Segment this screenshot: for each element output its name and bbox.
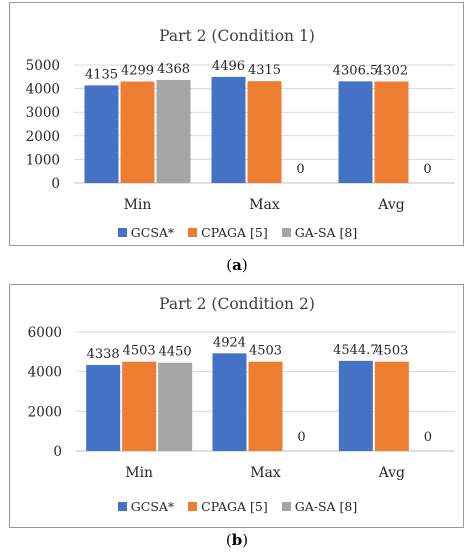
y-tick-label: 0 [51, 176, 60, 192]
legend-swatch [281, 502, 291, 511]
legend-swatch [188, 502, 198, 511]
legend-item: GA-SA [8] [281, 499, 358, 514]
legend-swatch [117, 502, 127, 511]
chart-title: Part 2 (Condition 1) [159, 27, 315, 45]
bar [338, 81, 373, 183]
data-label: 0 [296, 162, 304, 177]
y-tick-label: 0 [53, 444, 62, 460]
caption-letter: b [231, 531, 243, 549]
legend-label: GA-SA [8] [294, 499, 358, 514]
caption-letter: a [232, 256, 242, 274]
y-tick-label: 2000 [28, 404, 62, 420]
y-tick-label: 1000 [26, 152, 60, 168]
data-label: 4306.5 [333, 63, 379, 78]
bar [86, 364, 121, 451]
chart-panel-a: Part 2 (Condition 1) 0 1000 2000 3000 4000 500… [9, 2, 464, 246]
bar [122, 361, 157, 451]
bar [248, 361, 283, 451]
x-tick-label: Min [125, 465, 153, 481]
legend-label: CPAGA [5] [201, 499, 268, 514]
bar-chart-condition-1: Part 2 (Condition 1) 0 1000 2000 3000 4000 500… [26, 27, 455, 213]
legend-item: GA-SA [8] [281, 225, 358, 240]
bar [247, 81, 282, 183]
y-tick-label: 4000 [28, 365, 62, 381]
legend-item: GCSA* [117, 225, 175, 240]
legend-swatch [281, 228, 291, 237]
bar [84, 85, 119, 183]
data-label: 0 [424, 430, 432, 445]
y-tick-label: 4000 [26, 82, 60, 98]
data-label: 4302 [375, 63, 408, 78]
data-label: 4496 [212, 59, 245, 74]
legend-item: GCSA* [117, 499, 175, 514]
y-tick-label: 6000 [28, 325, 62, 341]
data-label: 4503 [375, 344, 408, 359]
chart-panel-b: Part 2 (Condition 2) 0 2000 4000 6000 Min 4338… [9, 284, 464, 528]
data-label: 4544.7 [333, 343, 379, 358]
data-label: 4368 [157, 62, 190, 77]
bar-chart-condition-2: Part 2 (Condition 2) 0 2000 4000 6000 Min 4338… [28, 295, 455, 481]
x-tick-label: Min [124, 197, 152, 213]
legend-label: GA-SA [8] [294, 225, 358, 240]
data-label: 4503 [249, 344, 282, 359]
bar [374, 361, 409, 451]
bar [158, 362, 193, 451]
bar [212, 353, 247, 451]
bar [156, 79, 191, 183]
data-label: 4450 [159, 345, 192, 360]
data-label: 4503 [123, 344, 156, 359]
data-label: 4924 [213, 335, 246, 350]
legend-label: GCSA* [130, 225, 175, 240]
chart-title: Part 2 (Condition 2) [159, 295, 315, 313]
bar [211, 76, 246, 183]
y-tick-label: 2000 [26, 129, 60, 145]
data-label: 4338 [87, 347, 120, 362]
bar [374, 81, 409, 183]
x-tick-label: Avg [378, 465, 405, 481]
legend-item: CPAGA [5] [188, 499, 268, 514]
y-tick-label: 5000 [26, 58, 60, 74]
legend-swatch [188, 228, 198, 237]
data-label: 4299 [121, 64, 154, 79]
bar [120, 81, 155, 183]
legend: GCSA* CPAGA [5] GA-SA [8] [10, 499, 465, 514]
legend-item: CPAGA [5] [188, 225, 268, 240]
data-label: 4315 [248, 63, 281, 78]
legend-label: CPAGA [5] [201, 225, 268, 240]
data-label: 4135 [85, 67, 118, 82]
y-tick-label: 3000 [26, 105, 60, 121]
bar [338, 360, 373, 451]
caption-b: (b) [225, 531, 249, 549]
legend-swatch [117, 228, 127, 237]
caption-a: (a) [226, 256, 248, 274]
legend: GCSA* CPAGA [5] GA-SA [8] [10, 225, 465, 240]
x-tick-label: Avg [377, 197, 404, 213]
legend-label: GCSA* [130, 499, 175, 514]
data-label: 0 [423, 162, 431, 177]
data-label: 0 [297, 430, 305, 445]
x-tick-label: Max [250, 465, 281, 481]
x-tick-label: Max [249, 197, 280, 213]
